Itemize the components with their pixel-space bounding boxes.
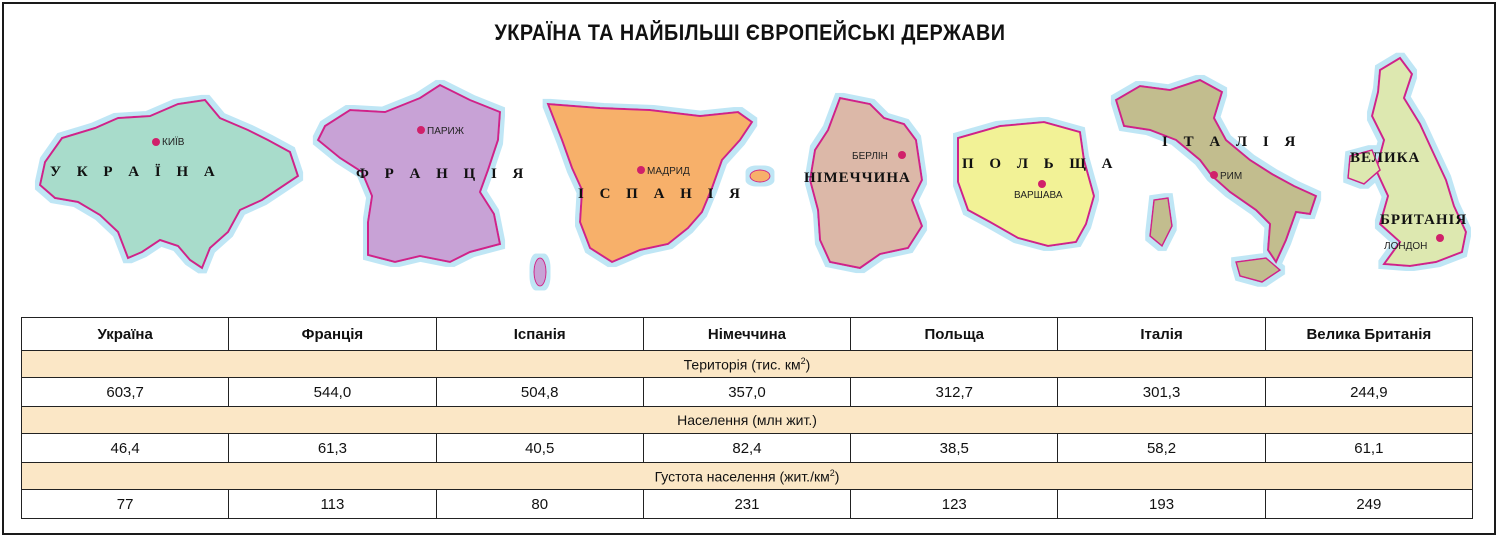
- uk-label-line2: БРИТАНІЯ: [1380, 212, 1467, 228]
- france-capital: ПАРИЖ: [427, 126, 465, 137]
- capital-dot-madrid: [637, 166, 645, 174]
- poland-label: П О Л Ь Щ А: [962, 156, 1118, 172]
- germany-capital: БЕРЛІН: [852, 151, 888, 162]
- capital-dot-berlin: [898, 151, 906, 159]
- table-cell: 38,5: [850, 433, 1059, 463]
- sardinia-shape: [1149, 197, 1173, 248]
- header-france: Франція: [228, 317, 437, 351]
- france-shape: [316, 83, 502, 264]
- section-label: Густота населення (жит./км2): [21, 462, 1473, 490]
- germany-shape: [808, 96, 924, 270]
- table-cell: 603,7: [20, 377, 230, 407]
- table-row: 46,4 61,3 40,5 82,4 38,5 58,2 61,1: [20, 433, 1474, 463]
- table-header-row: Україна Франція Іспанія Німеччина Польща…: [20, 317, 1474, 351]
- header-ukraine: Україна: [20, 317, 230, 351]
- germany-label: НІМЕЧЧИНА: [804, 170, 911, 186]
- islands-shape: [749, 169, 771, 183]
- spain-capital: МАДРИД: [647, 166, 690, 177]
- map-spain: [533, 102, 771, 287]
- section-population: Населення (млн жит.): [21, 406, 1473, 434]
- ukraine-label: У К Р А Ї Н А: [50, 164, 221, 180]
- italy-capital: РИМ: [1220, 171, 1242, 182]
- map-ukraine: [38, 98, 300, 270]
- map-poland: [957, 120, 1096, 248]
- table-cell: 40,5: [435, 433, 644, 463]
- table-cell: 231: [642, 489, 852, 519]
- italy-shape: [1114, 78, 1318, 265]
- table-cell: 249: [1264, 489, 1474, 519]
- country-maps: У К Р А Ї Н А КИЇВ Ф Р А Н Ц І Я ПАРИЖ І…: [38, 56, 1468, 287]
- header-italy: Італія: [1057, 317, 1266, 351]
- table-cell: 123: [850, 489, 1059, 519]
- poland-shape: [957, 120, 1096, 248]
- map-france: [316, 83, 502, 264]
- header-uk: Велика Британія: [1264, 317, 1474, 351]
- header-germany: Німеччина: [642, 317, 852, 351]
- header-spain: Іспанія: [435, 317, 644, 351]
- capital-dot-paris: [417, 126, 425, 134]
- table-cell: 113: [228, 489, 437, 519]
- uk-capital: ЛОНДОН: [1384, 241, 1427, 252]
- capital-dot-warsaw: [1038, 180, 1046, 188]
- ireland-shape: [1347, 149, 1381, 185]
- sicily-shape: [1235, 257, 1282, 283]
- italy-label: І Т А Л І Я: [1162, 134, 1301, 150]
- capital-dot-rome: [1210, 171, 1218, 179]
- table-cell: 61,3: [228, 433, 437, 463]
- table-cell: 193: [1057, 489, 1266, 519]
- ukraine-shape: [38, 98, 300, 270]
- table-cell: 504,8: [435, 377, 644, 407]
- page-title: УКРАЇНА ТА НАЙБІЛЬШІ ЄВРОПЕЙСЬКІ ДЕРЖАВИ: [494, 20, 1006, 45]
- table-cell: 357,0: [642, 377, 852, 407]
- uk-label-line1: ВЕЛИКА: [1350, 150, 1420, 166]
- table-cell: 544,0: [228, 377, 437, 407]
- capital-dot-london: [1436, 234, 1444, 242]
- header-poland: Польща: [850, 317, 1059, 351]
- section-label: Населення (млн жит.): [21, 406, 1473, 434]
- section-density: Густота населення (жит./км2): [21, 462, 1473, 490]
- ukraine-capital: КИЇВ: [162, 136, 185, 148]
- map-uk: [1347, 56, 1468, 268]
- table-cell: 61,1: [1264, 433, 1474, 463]
- france-label: Ф Р А Н Ц І Я: [356, 166, 529, 182]
- poland-capital: ВАРШАВА: [1014, 190, 1063, 201]
- uk-shape: [1370, 56, 1468, 268]
- table-cell: 77: [20, 489, 230, 519]
- table-row: 77 113 80 231 123 193 249: [20, 489, 1474, 519]
- table-cell: 58,2: [1057, 433, 1266, 463]
- table-cell: 82,4: [642, 433, 852, 463]
- table-row: 603,7 544,0 504,8 357,0 312,7 301,3 244,…: [20, 377, 1474, 407]
- section-territory: Територія (тис. км2): [21, 350, 1473, 378]
- section-label: Територія (тис. км2): [21, 350, 1473, 378]
- capital-dot-kyiv: [152, 138, 160, 146]
- spain-shape: [546, 102, 754, 264]
- map-germany: [808, 96, 924, 270]
- table-cell: 244,9: [1264, 377, 1474, 407]
- map-italy: [1114, 78, 1318, 283]
- table-cell: 46,4: [20, 433, 230, 463]
- spain-label: І С П А Н І Я: [578, 186, 746, 202]
- comparison-table: Україна Франція Іспанія Німеччина Польща…: [20, 317, 1474, 519]
- table-cell: 312,7: [850, 377, 1059, 407]
- corsica-shape: [533, 257, 547, 287]
- table-cell: 301,3: [1057, 377, 1266, 407]
- table-cell: 80: [435, 489, 644, 519]
